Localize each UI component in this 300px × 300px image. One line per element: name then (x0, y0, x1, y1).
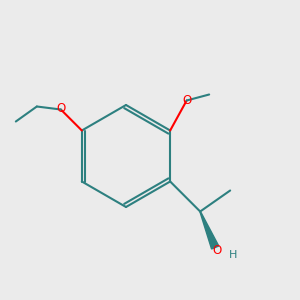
Text: O: O (56, 101, 65, 115)
Polygon shape (200, 212, 219, 249)
Text: H: H (229, 250, 237, 260)
Text: O: O (212, 244, 221, 257)
Text: O: O (182, 94, 191, 107)
